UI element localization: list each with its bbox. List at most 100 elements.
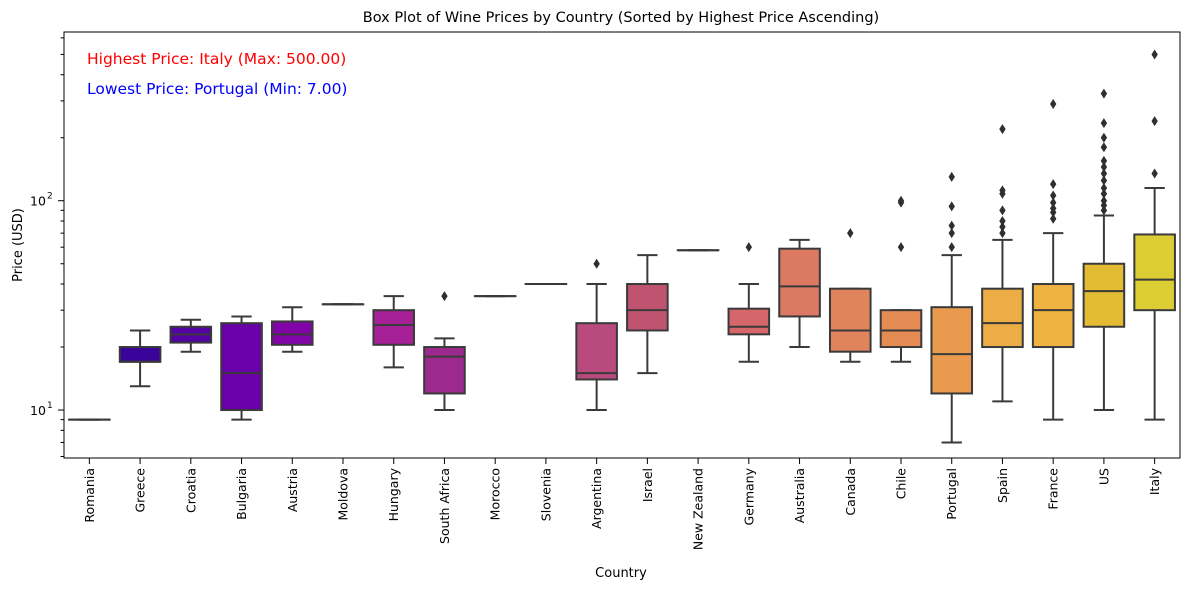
outlier-point: [999, 124, 1006, 135]
outlier-point: [948, 171, 955, 182]
outlier-point: [1100, 188, 1108, 199]
y-axis-label: Price (USD): [11, 208, 26, 282]
x-tick-label: Chile: [894, 468, 909, 500]
box-italy: [1133, 49, 1176, 421]
outlier-point: [1100, 161, 1108, 172]
box-us: [1082, 88, 1126, 412]
outlier-point: [1049, 179, 1057, 190]
x-tick-label: Moldova: [336, 468, 351, 521]
x-tick-label: Bulgaria: [234, 468, 249, 520]
box-south-africa: [423, 291, 466, 412]
box-iqr: [727, 307, 771, 336]
box-germany: [727, 242, 771, 363]
x-axis-label: Country: [595, 566, 647, 581]
outlier-point: [847, 228, 854, 239]
outlier-point: [897, 195, 905, 206]
y-tick-label: 10: [30, 194, 46, 209]
outlier-point: [1151, 168, 1158, 179]
outlier-point: [1049, 203, 1057, 214]
box-canada: [828, 228, 872, 363]
x-tick-label: Canada: [843, 468, 858, 516]
outlier-point: [1100, 132, 1108, 143]
outlier-point: [999, 228, 1006, 239]
box-iqr: [879, 309, 923, 349]
box-portugal: [930, 171, 974, 444]
box-iqr: [575, 322, 618, 381]
x-tick-label: Austria: [285, 468, 300, 512]
outlier-point: [1100, 155, 1108, 166]
outlier-point: [1100, 195, 1108, 206]
box-chile: [879, 195, 923, 363]
box-croatia: [169, 318, 213, 353]
outlier-point: [1100, 175, 1108, 186]
box-austria: [270, 306, 314, 353]
outlier-point: [948, 220, 955, 231]
box-iqr: [981, 287, 1024, 349]
outlier-point: [1049, 190, 1057, 201]
outlier-point: [1100, 88, 1108, 99]
box-israel: [626, 254, 669, 375]
outlier-point: [999, 216, 1006, 227]
outlier-point: [999, 221, 1006, 232]
outlier-point: [948, 228, 955, 239]
x-axis: Romania Greece Croatia Bulgaria Austria Moldo…: [82, 458, 1162, 550]
outlier-point: [441, 291, 448, 302]
outlier-point: [1100, 168, 1108, 179]
box-iqr: [372, 309, 416, 346]
box-iqr: [930, 306, 974, 395]
x-tick-label: Croatia: [183, 468, 198, 513]
outlier-point: [999, 185, 1006, 196]
outlier-point: [897, 242, 905, 253]
box-iqr: [118, 346, 162, 363]
box-spain: [981, 124, 1024, 403]
x-tick-label: Italy: [1147, 467, 1162, 495]
x-tick-label: Australia: [792, 468, 807, 523]
y-tick-label: 10: [30, 403, 46, 418]
annotation-highest-price: Highest Price: Italy (Max: 500.00): [87, 50, 346, 68]
box-iqr: [778, 247, 821, 318]
outlier-point: [948, 242, 955, 253]
box-iqr: [828, 287, 872, 353]
box-iqr: [626, 283, 669, 332]
y-tick-label-exponent: 1: [47, 401, 53, 411]
box-iqr: [1031, 283, 1075, 349]
outlier-point: [999, 205, 1006, 216]
plot-area: [68, 49, 1176, 444]
x-tick-label: Portugal: [944, 468, 959, 520]
box-bulgaria: [220, 315, 263, 421]
x-tick-label: Morocco: [488, 468, 503, 520]
box-iqr: [1082, 262, 1126, 328]
box-france: [1031, 98, 1075, 421]
box-iqr: [220, 322, 263, 412]
outlier-point: [1049, 197, 1057, 208]
x-tick-label: Romania: [82, 468, 97, 523]
annotation-lowest-price: Lowest Price: Portugal (Min: 7.00): [87, 80, 347, 98]
x-tick-label: Greece: [133, 468, 148, 513]
box-hungary: [372, 295, 416, 369]
box-iqr: [423, 346, 466, 395]
x-tick-label: South Africa: [437, 468, 452, 544]
outlier-point: [1100, 183, 1108, 194]
x-tick-label: Hungary: [386, 467, 401, 521]
outlier-point: [1049, 98, 1057, 109]
chart-title: Box Plot of Wine Prices by Country (Sort…: [363, 10, 879, 26]
outlier-point: [1100, 118, 1108, 129]
outlier-point: [948, 201, 955, 212]
outlier-point: [593, 258, 600, 269]
plot-frame: [63, 31, 1181, 459]
outlier-point: [1049, 213, 1057, 224]
x-tick-label: Spain: [995, 468, 1010, 503]
outlier-point: [1151, 49, 1158, 60]
outlier-point: [745, 242, 753, 253]
x-tick-label: New Zealand: [691, 468, 706, 550]
x-tick-label: US: [1096, 468, 1111, 485]
y-tick-label-exponent: 2: [47, 192, 53, 202]
box-australia: [778, 238, 821, 349]
x-tick-label: Israel: [640, 468, 655, 502]
x-tick-label: Argentina: [589, 468, 604, 529]
box-argentina: [575, 258, 618, 412]
x-tick-label: France: [1046, 468, 1061, 510]
outlier-point: [1100, 142, 1108, 153]
